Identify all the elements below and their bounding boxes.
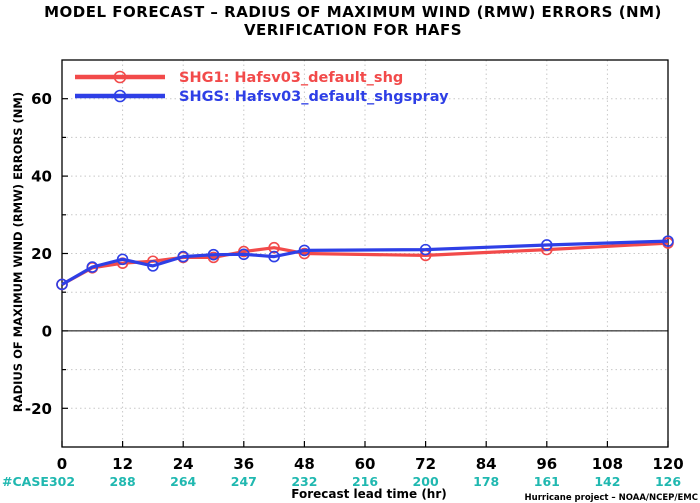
x-tick-label: 84 <box>476 455 497 473</box>
case-count: 264 <box>170 474 196 489</box>
x-tick-label: 0 <box>57 455 67 473</box>
x-tick-label: 24 <box>173 455 194 473</box>
series-2 <box>56 235 674 291</box>
legend-entry: SHGS: Hafsv03_default_shgspray <box>179 89 449 105</box>
data-point <box>419 243 432 256</box>
x-tick-label: 108 <box>592 455 623 473</box>
x-axis-label: Forecast lead time (hr) <box>291 487 447 501</box>
x-tick-label: 48 <box>294 455 315 473</box>
case-label: #CASE <box>2 474 49 489</box>
case-count: 288 <box>110 474 136 489</box>
chart-subtitle: VERIFICATION FOR HAFS <box>244 21 462 39</box>
data-point <box>298 244 311 257</box>
y-axis-label: RADIUS OF MAXIMUM WIND (RMW) ERRORS (NM) <box>11 92 25 412</box>
data-point <box>298 247 311 260</box>
data-point <box>116 253 129 266</box>
case-count: 232 <box>291 474 317 489</box>
y-tick-label: -20 <box>25 400 52 418</box>
x-tick-label: 72 <box>415 455 436 473</box>
data-point <box>207 248 220 261</box>
x-tick-label: 96 <box>536 455 557 473</box>
x-tick-label: 120 <box>652 455 683 473</box>
case-count: 126 <box>655 474 681 489</box>
credit-text: Hurricane project – NOAA/NCEP/EMC <box>525 493 698 503</box>
data-point <box>147 260 159 272</box>
data-point <box>56 278 68 291</box>
case-count: 200 <box>413 474 439 489</box>
legend-marker <box>113 70 127 84</box>
plot-frame <box>61 59 669 448</box>
case-count: 178 <box>473 474 499 489</box>
legend: SHG1: Hafsv03_default_shg SHGS: Hafsv03_d… <box>75 70 449 105</box>
chart-title: MODEL FORECAST – RADIUS OF MAXIMUM WIND … <box>44 3 662 21</box>
data-point <box>268 250 280 263</box>
data-point <box>268 241 280 254</box>
case-count: 216 <box>352 474 378 489</box>
axes <box>61 59 669 448</box>
data-point <box>86 261 99 273</box>
case-count: 161 <box>534 474 560 489</box>
case-count: 142 <box>594 474 620 489</box>
y-tick-label: 0 <box>42 322 52 340</box>
y-tick-label: 20 <box>31 245 52 263</box>
x-tick-label: 36 <box>233 455 254 473</box>
legend-entry: SHG1: Hafsv03_default_shg <box>179 70 403 86</box>
case-count: 302 <box>49 474 75 489</box>
series-layer <box>56 235 674 291</box>
data-point <box>177 250 189 263</box>
case-count: 247 <box>231 474 257 489</box>
legend-marker <box>113 89 127 103</box>
data-point <box>662 235 674 247</box>
y-tick-label: 40 <box>31 168 52 186</box>
data-point <box>540 239 553 251</box>
y-tick-label: 60 <box>31 90 52 108</box>
x-tick-label: 12 <box>112 455 133 473</box>
data-point <box>238 248 250 261</box>
x-tick-label: 60 <box>355 455 376 473</box>
